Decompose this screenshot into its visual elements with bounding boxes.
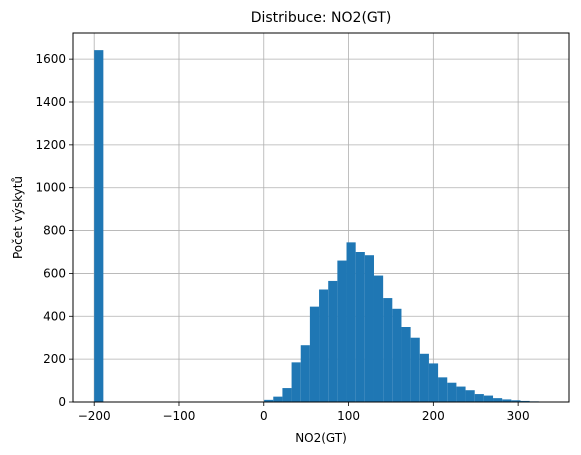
histogram-bar <box>456 386 466 402</box>
x-tick-label: 200 <box>422 409 445 423</box>
y-tick-label: 800 <box>43 224 66 238</box>
histogram-bar <box>364 255 374 402</box>
histogram-bar <box>309 306 320 402</box>
bars <box>94 50 548 403</box>
histogram-bar <box>300 345 310 402</box>
histogram-bar <box>410 337 420 402</box>
histogram-bar <box>401 327 411 402</box>
histogram-bar <box>346 242 356 402</box>
histogram-bar <box>94 50 104 403</box>
histogram-bar <box>319 289 329 402</box>
histogram-bar <box>273 396 283 402</box>
grid <box>73 33 569 403</box>
y-axis-label: Počet výskytů <box>11 176 25 259</box>
x-tick-label: 300 <box>507 409 530 423</box>
y-tick-label: 400 <box>43 309 66 323</box>
y-tick-label: 600 <box>43 266 66 280</box>
histogram-bar <box>291 362 301 402</box>
x-axis-ticks: −200 −100 0 100 200 300 <box>78 402 530 423</box>
histogram-bar <box>282 388 292 402</box>
histogram-bar <box>502 399 512 402</box>
histogram-bar <box>392 308 402 402</box>
y-tick-label: 0 <box>58 395 66 409</box>
y-tick-label: 1000 <box>35 181 66 195</box>
histogram-bar <box>428 363 439 402</box>
plot-frame <box>72 32 570 403</box>
histogram-bar <box>383 298 393 402</box>
histogram-bar <box>474 394 484 402</box>
y-tick-label: 200 <box>43 352 66 366</box>
y-tick-label: 1200 <box>35 138 66 152</box>
histogram-bar <box>328 280 338 402</box>
histogram-bar <box>483 395 494 402</box>
histogram-bar <box>511 400 521 402</box>
histogram-bar <box>419 353 429 402</box>
x-tick-label: 0 <box>260 409 268 423</box>
x-tick-label: 100 <box>337 409 360 423</box>
histogram-bar <box>264 399 274 402</box>
y-tick-label: 1600 <box>35 52 66 66</box>
histogram-bar <box>438 377 448 402</box>
histogram-bar <box>355 252 365 402</box>
x-tick-label: −100 <box>162 409 195 423</box>
histogram-bar <box>520 400 530 402</box>
x-axis-label: NO2(GT) <box>295 431 347 445</box>
x-tick-label: −200 <box>78 409 111 423</box>
histogram-bar <box>493 398 503 402</box>
histogram-bar <box>373 275 384 402</box>
histogram-bar <box>447 382 457 402</box>
histogram-bar <box>465 390 475 402</box>
histogram-bar <box>337 260 347 402</box>
chart-title: Distribuce: NO2(GT) <box>251 10 392 26</box>
y-axis-ticks: 0 200 400 600 800 1000 1200 1400 1600 <box>35 52 73 409</box>
y-tick-label: 1400 <box>35 95 66 109</box>
